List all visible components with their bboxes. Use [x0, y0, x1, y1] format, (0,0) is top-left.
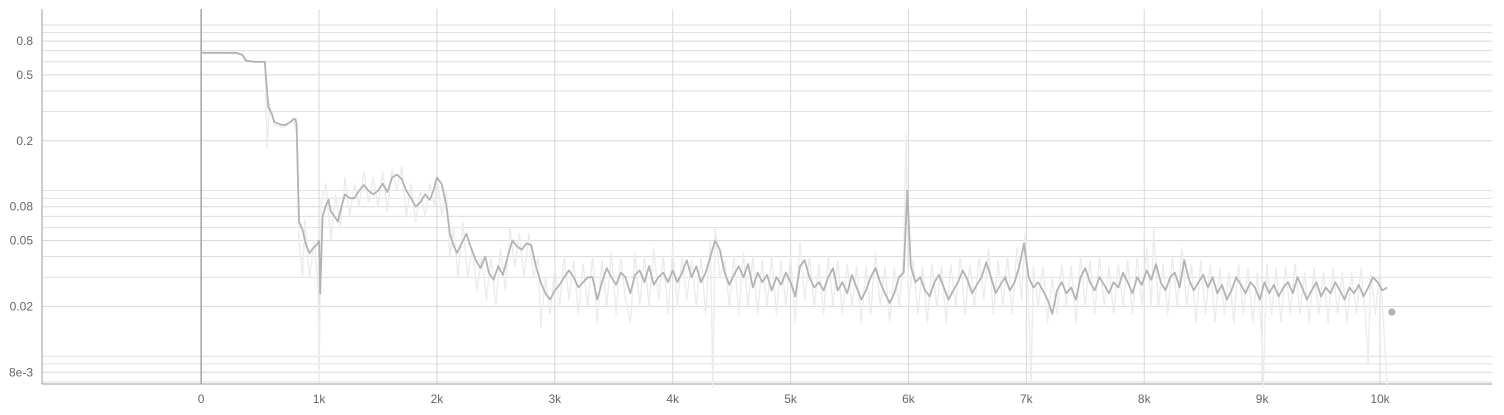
x-tick-label: 6k — [902, 392, 916, 406]
x-tick-label: 0 — [198, 392, 205, 406]
x-tick-label: 10k — [1370, 392, 1390, 406]
y-tick-label: 0.08 — [10, 200, 34, 214]
y-tick-label: 8e-3 — [9, 365, 33, 379]
y-tick-label: 0.8 — [16, 34, 33, 48]
x-tick-label: 5k — [784, 392, 798, 406]
label-layer: 0.8 0.5 0.2 0.08 0.05 0.02 8e-3 0 1k 2k 3k 4k 5k 6k 7k… — [9, 34, 1391, 406]
grid-layer — [42, 9, 1492, 384]
x-tick-label: 1k — [313, 392, 327, 406]
last-point-marker — [1388, 308, 1396, 316]
smoothed-series-line — [201, 51, 1388, 315]
x-tick-label: 4k — [666, 392, 680, 406]
series-layer — [201, 51, 1396, 388]
x-tick-label: 3k — [548, 392, 562, 406]
y-tick-label: 0.5 — [16, 68, 33, 82]
raw-series-line — [201, 52, 1388, 388]
x-tick-label: 7k — [1020, 392, 1034, 406]
x-tick-label: 2k — [431, 392, 445, 406]
axis-layer — [41, 9, 1492, 385]
y-tick-label: 0.02 — [10, 299, 34, 313]
x-tick-label: 9k — [1256, 392, 1270, 406]
y-tick-label: 0.05 — [10, 234, 34, 248]
y-tick-label: 0.2 — [16, 134, 33, 148]
x-tick-label: 8k — [1138, 392, 1152, 406]
